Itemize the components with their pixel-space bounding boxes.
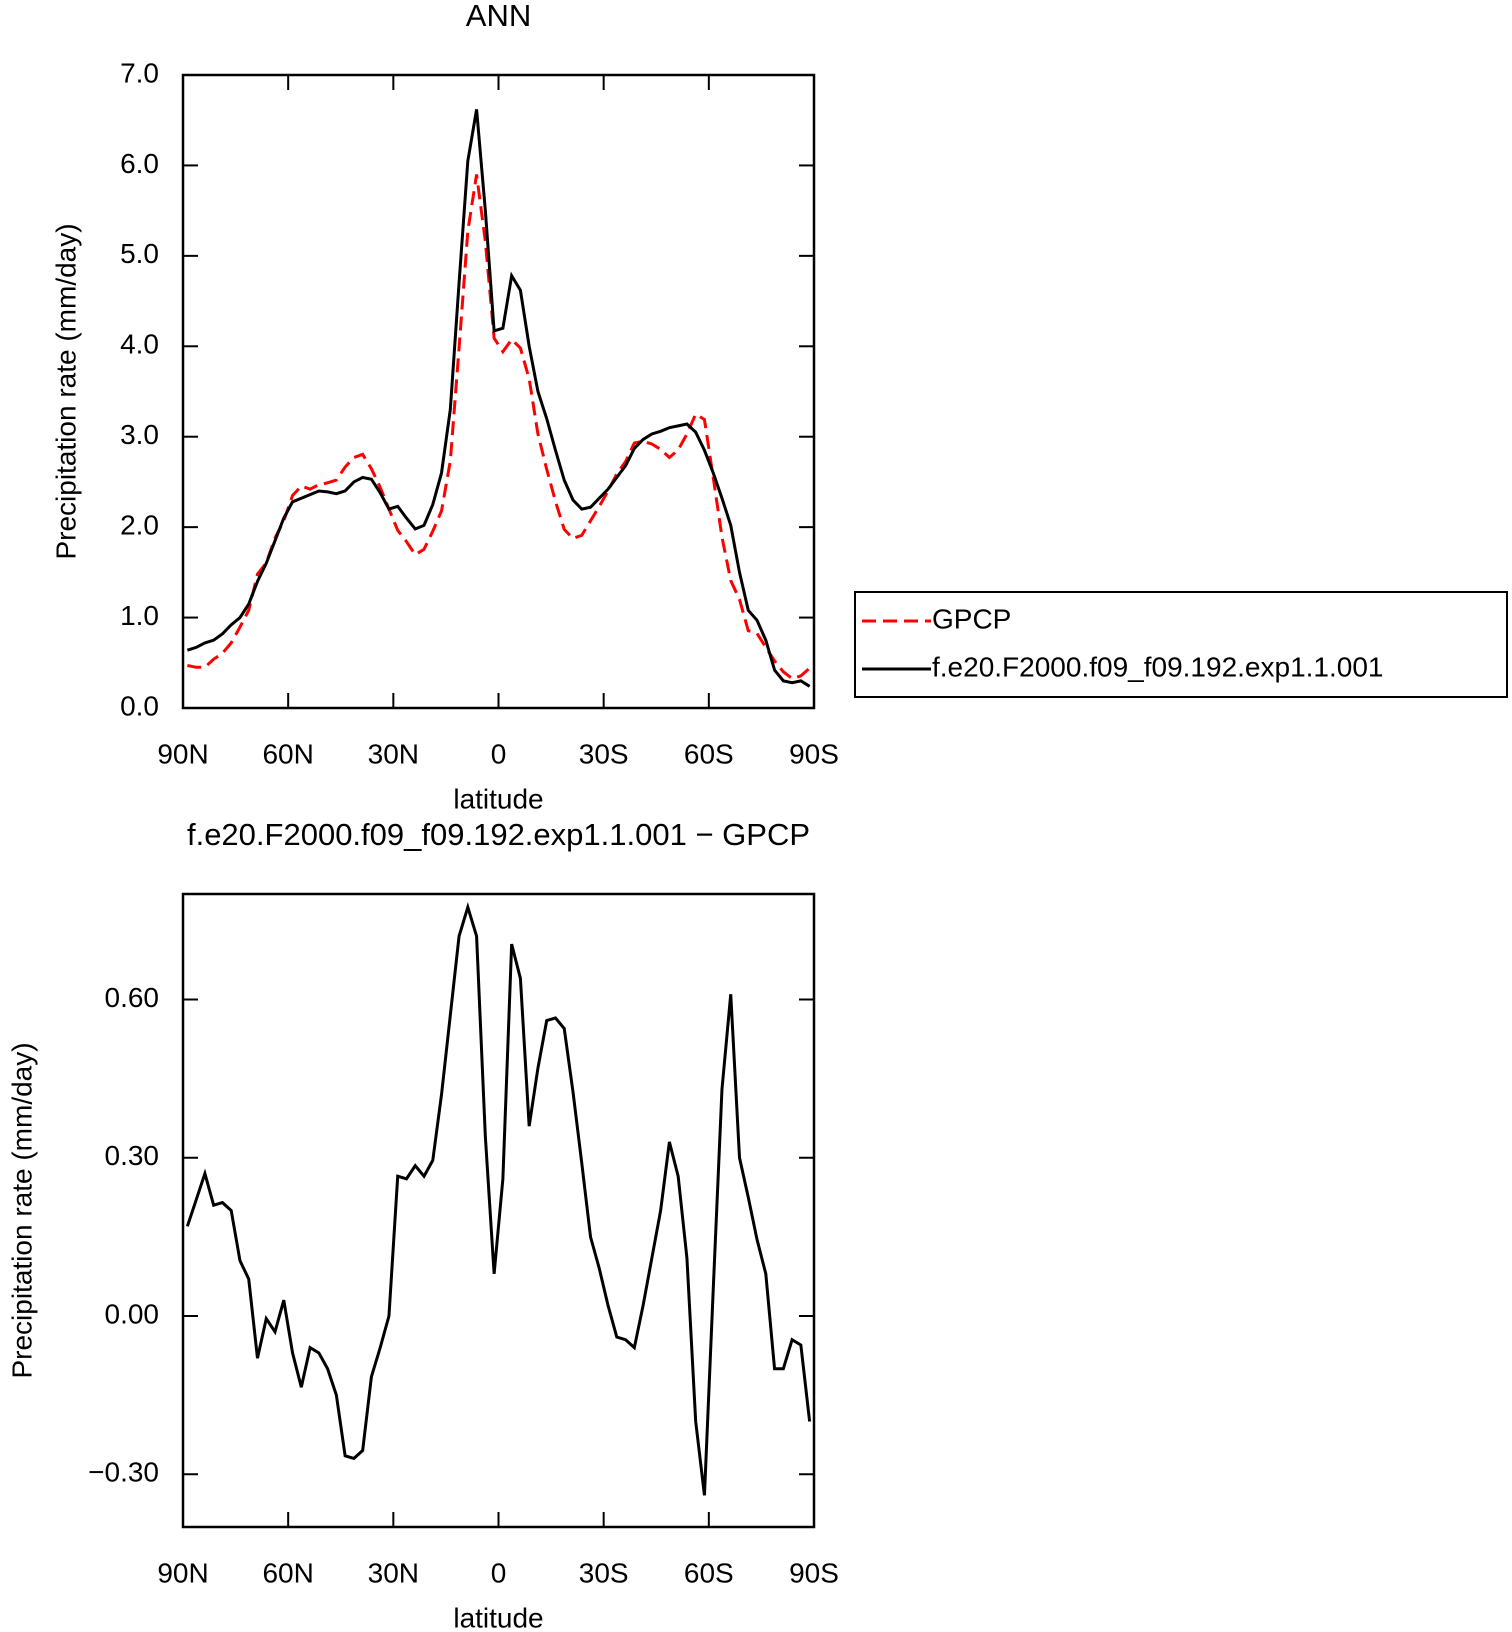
y-tick-label: 0.00 [105,1298,160,1329]
x-tick-label: 30N [368,1557,419,1588]
x-tick-label: 60N [262,1557,313,1588]
y-tick-label: 6.0 [120,148,159,179]
y-tick-label: 2.0 [120,510,159,541]
x-tick-label: 0 [491,1557,507,1588]
chart-title: f.e20.F2000.f09_f09.192.exp1.1.001 − GPC… [187,817,810,852]
y-tick-label: −0.30 [88,1457,159,1488]
x-tick-label: 90S [789,738,839,769]
x-axis-label: latitude [453,1602,543,1632]
y-tick-label: 0.30 [105,1140,160,1171]
data-line [187,174,811,681]
x-tick-label: 90S [789,1557,839,1588]
plot-frame [181,892,816,1529]
y-axis-label: Precipitation rate (mm/day) [6,1042,37,1378]
x-tick-label: 30S [579,738,629,769]
y-tick-label: 0.0 [120,690,159,721]
x-tick-label: 90N [157,1557,208,1588]
legend-label: GPCP [932,603,1011,634]
x-tick-label: 60N [262,738,313,769]
x-axis-label: latitude [453,783,543,814]
x-tick-label: 0 [491,738,507,769]
y-tick-label: 4.0 [120,329,159,360]
y-tick-label: 5.0 [120,238,159,269]
x-tick-label: 30N [368,738,419,769]
y-axis-label: Precipitation rate (mm/day) [50,223,81,559]
y-tick-label: 3.0 [120,419,159,450]
plot-frame [181,73,816,710]
y-tick-label: 0.60 [105,982,160,1013]
data-line [186,109,811,688]
data-line [185,902,812,1496]
y-tick-label: 7.0 [120,57,159,88]
x-tick-label: 90N [157,738,208,769]
x-tick-label: 60S [684,738,734,769]
legend-label: f.e20.F2000.f09_f09.192.exp1.1.001 [932,651,1384,682]
chart-title: ANN [466,0,531,33]
legend-box [854,591,1508,698]
x-tick-label: 30S [579,1557,629,1588]
x-tick-label: 60S [684,1557,734,1588]
y-tick-label: 1.0 [120,600,159,631]
